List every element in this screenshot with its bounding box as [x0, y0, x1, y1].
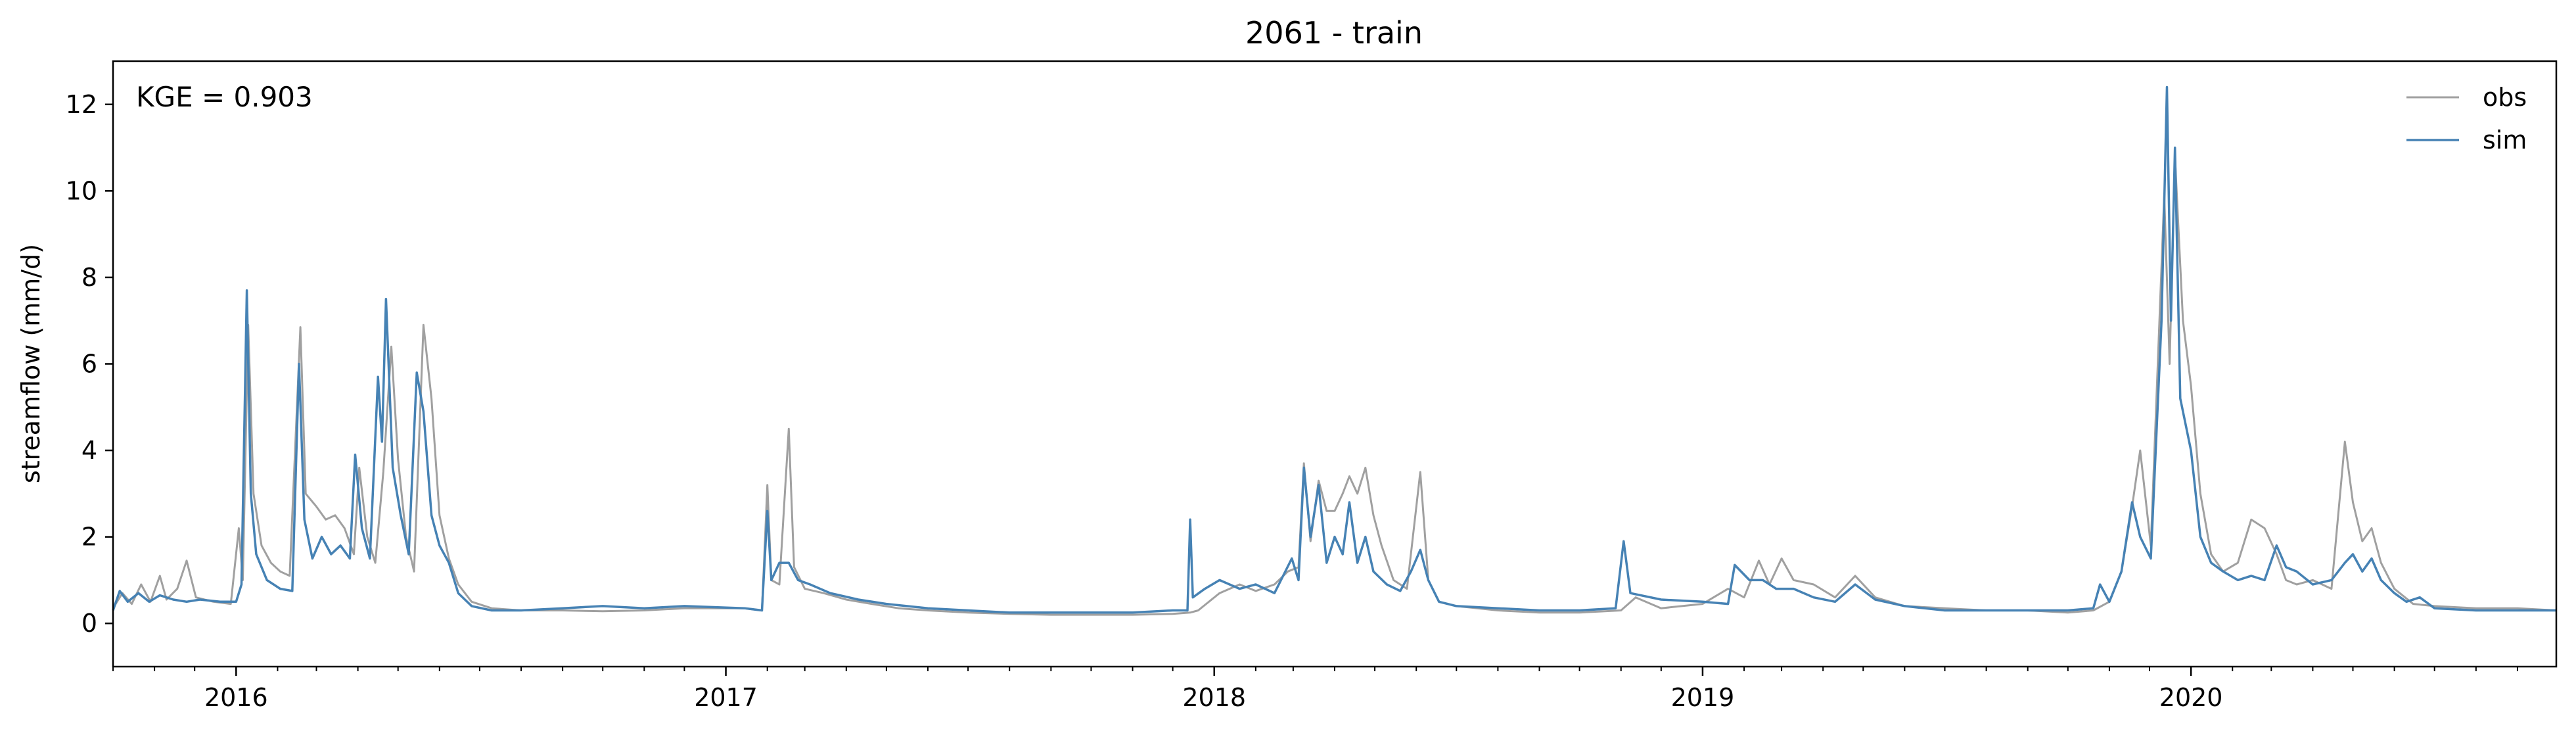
- series-line-obs: [112, 155, 2557, 616]
- plot-frame: [112, 60, 2558, 668]
- legend-label-sim: sim: [2483, 126, 2527, 154]
- y-tick-label: 4: [81, 436, 97, 465]
- y-tick-label: 12: [66, 90, 97, 119]
- x-tick-label: 2020: [2159, 683, 2223, 712]
- y-tick-label: 0: [81, 609, 97, 638]
- x-tick-label: 2019: [1671, 683, 1735, 712]
- y-tick-label: 8: [81, 263, 97, 292]
- chart-title: 2061 - train: [1245, 15, 1423, 51]
- legend: obs sim: [2406, 83, 2527, 154]
- y-tick-label: 10: [66, 176, 97, 205]
- x-tick-label: 2018: [1182, 683, 1246, 712]
- y-tick-label: 2: [81, 523, 97, 552]
- x-axis: 2016 2017 2018 2019 2020: [112, 667, 2518, 712]
- x-tick-label: 2016: [204, 683, 268, 712]
- series-layer: [112, 85, 2557, 616]
- kge-annotation: KGE = 0.903: [136, 81, 313, 113]
- series-line-sim: [112, 85, 2556, 614]
- legend-label-obs: obs: [2483, 83, 2527, 112]
- y-axis-title: streamflow (mm/d): [16, 244, 45, 483]
- y-tick-label: 6: [81, 350, 97, 379]
- y-axis: 0 2 4 6 8 10 12: [66, 90, 113, 638]
- x-tick-label: 2017: [694, 683, 758, 712]
